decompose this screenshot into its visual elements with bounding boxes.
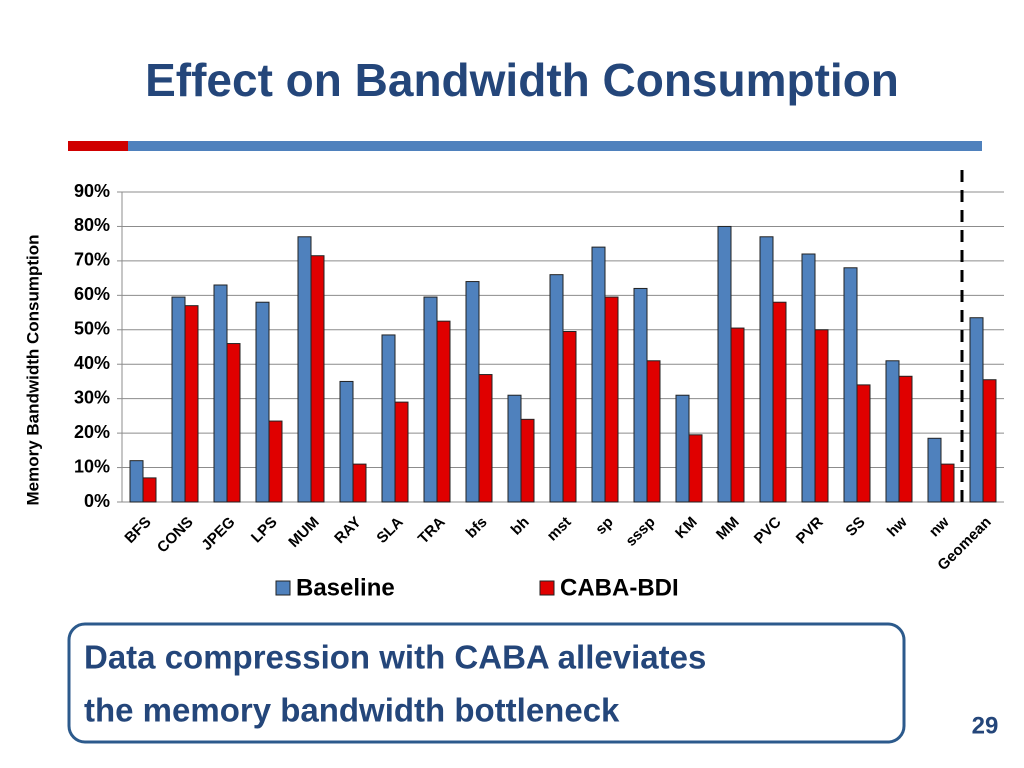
bar [801,253,816,503]
y-tick-label: 40% [74,353,110,373]
x-tick-label: SS [842,514,868,540]
x-tick-label: PVC [751,513,785,547]
y-tick-label: 0% [84,491,110,511]
bar [478,374,493,503]
bar [297,236,312,503]
bar [927,437,942,503]
x-tick-label: mst [544,514,575,545]
x-tick-label: TRA [415,513,449,547]
y-tick-label: 10% [74,456,110,476]
bar [507,394,522,503]
bar [142,477,157,503]
bar [352,463,367,503]
bar [856,384,871,503]
callout-box [67,622,906,744]
accent-bar [128,141,982,151]
bar [226,343,241,503]
x-tick-label: nw [926,513,953,540]
bar [549,274,564,503]
bar [184,305,199,503]
bar [688,434,703,503]
bar [465,281,480,503]
bar [772,301,787,503]
legend-label: Baseline [296,574,395,601]
callout-text: the memory bandwidth bottleneck [84,692,620,729]
bar [604,296,619,503]
y-tick-label: 50% [74,319,110,339]
bar [520,418,535,503]
bar [885,360,900,503]
x-tick-label: sp [592,514,616,538]
x-tick-label: PVR [793,513,827,547]
y-tick-label: 70% [74,250,110,270]
bar [843,267,858,503]
bar [982,379,997,503]
bar [646,360,661,503]
y-tick-label: 90% [74,181,110,201]
bar [969,317,984,503]
accent-bar [68,141,128,151]
x-tick-label: BFS [121,514,154,547]
x-tick-label: MM [713,514,743,544]
bar [310,255,325,503]
bar [423,296,438,503]
y-tick-label: 60% [74,284,110,304]
x-tick-label: LPS [248,514,281,547]
x-tick-label: bh [508,514,533,539]
bar [129,460,144,503]
bar [562,331,577,503]
x-tick-label: sssp [622,514,658,550]
bar [268,420,283,503]
bar [339,380,354,503]
bar [675,394,690,503]
bar [759,236,774,503]
y-tick-label: 20% [74,422,110,442]
callout-text: Data compression with CABA alleviates [84,639,706,676]
page-number: 29 [972,712,999,739]
slide-title: Effect on Bandwidth Consumption [145,54,899,106]
bar [394,401,409,503]
x-tick-label: JPEG [198,514,238,554]
bar [591,246,606,503]
bar [213,284,228,503]
bar [814,329,829,503]
bar [381,334,396,503]
x-tick-label: SLA [373,513,406,546]
bar [255,301,270,503]
y-axis-title: Memory Bandwidth Consumption [23,234,42,505]
bar [940,463,955,503]
legend-swatch [275,580,291,596]
chart: 0% 10% 20% 30% 40% 50% 60% 70% 80% 90% BFS CONS JPEG… [74,170,1004,601]
legend-label: CABA-BDI [560,574,679,601]
x-tick-label: hw [884,513,911,540]
legend-swatch [539,580,555,596]
x-tick-label: RAY [331,514,364,547]
y-tick-label: 30% [74,387,110,407]
x-tick-label: CONS [154,514,197,557]
bar [171,296,186,503]
bar [633,287,648,503]
bar [730,327,745,503]
x-tick-label: bfs [463,514,491,542]
x-tick-label: MUM [285,514,322,551]
y-tick-label: 80% [74,215,110,235]
bar [717,225,732,503]
x-tick-label: KM [672,514,701,543]
bar [898,375,913,503]
bar [436,320,451,503]
